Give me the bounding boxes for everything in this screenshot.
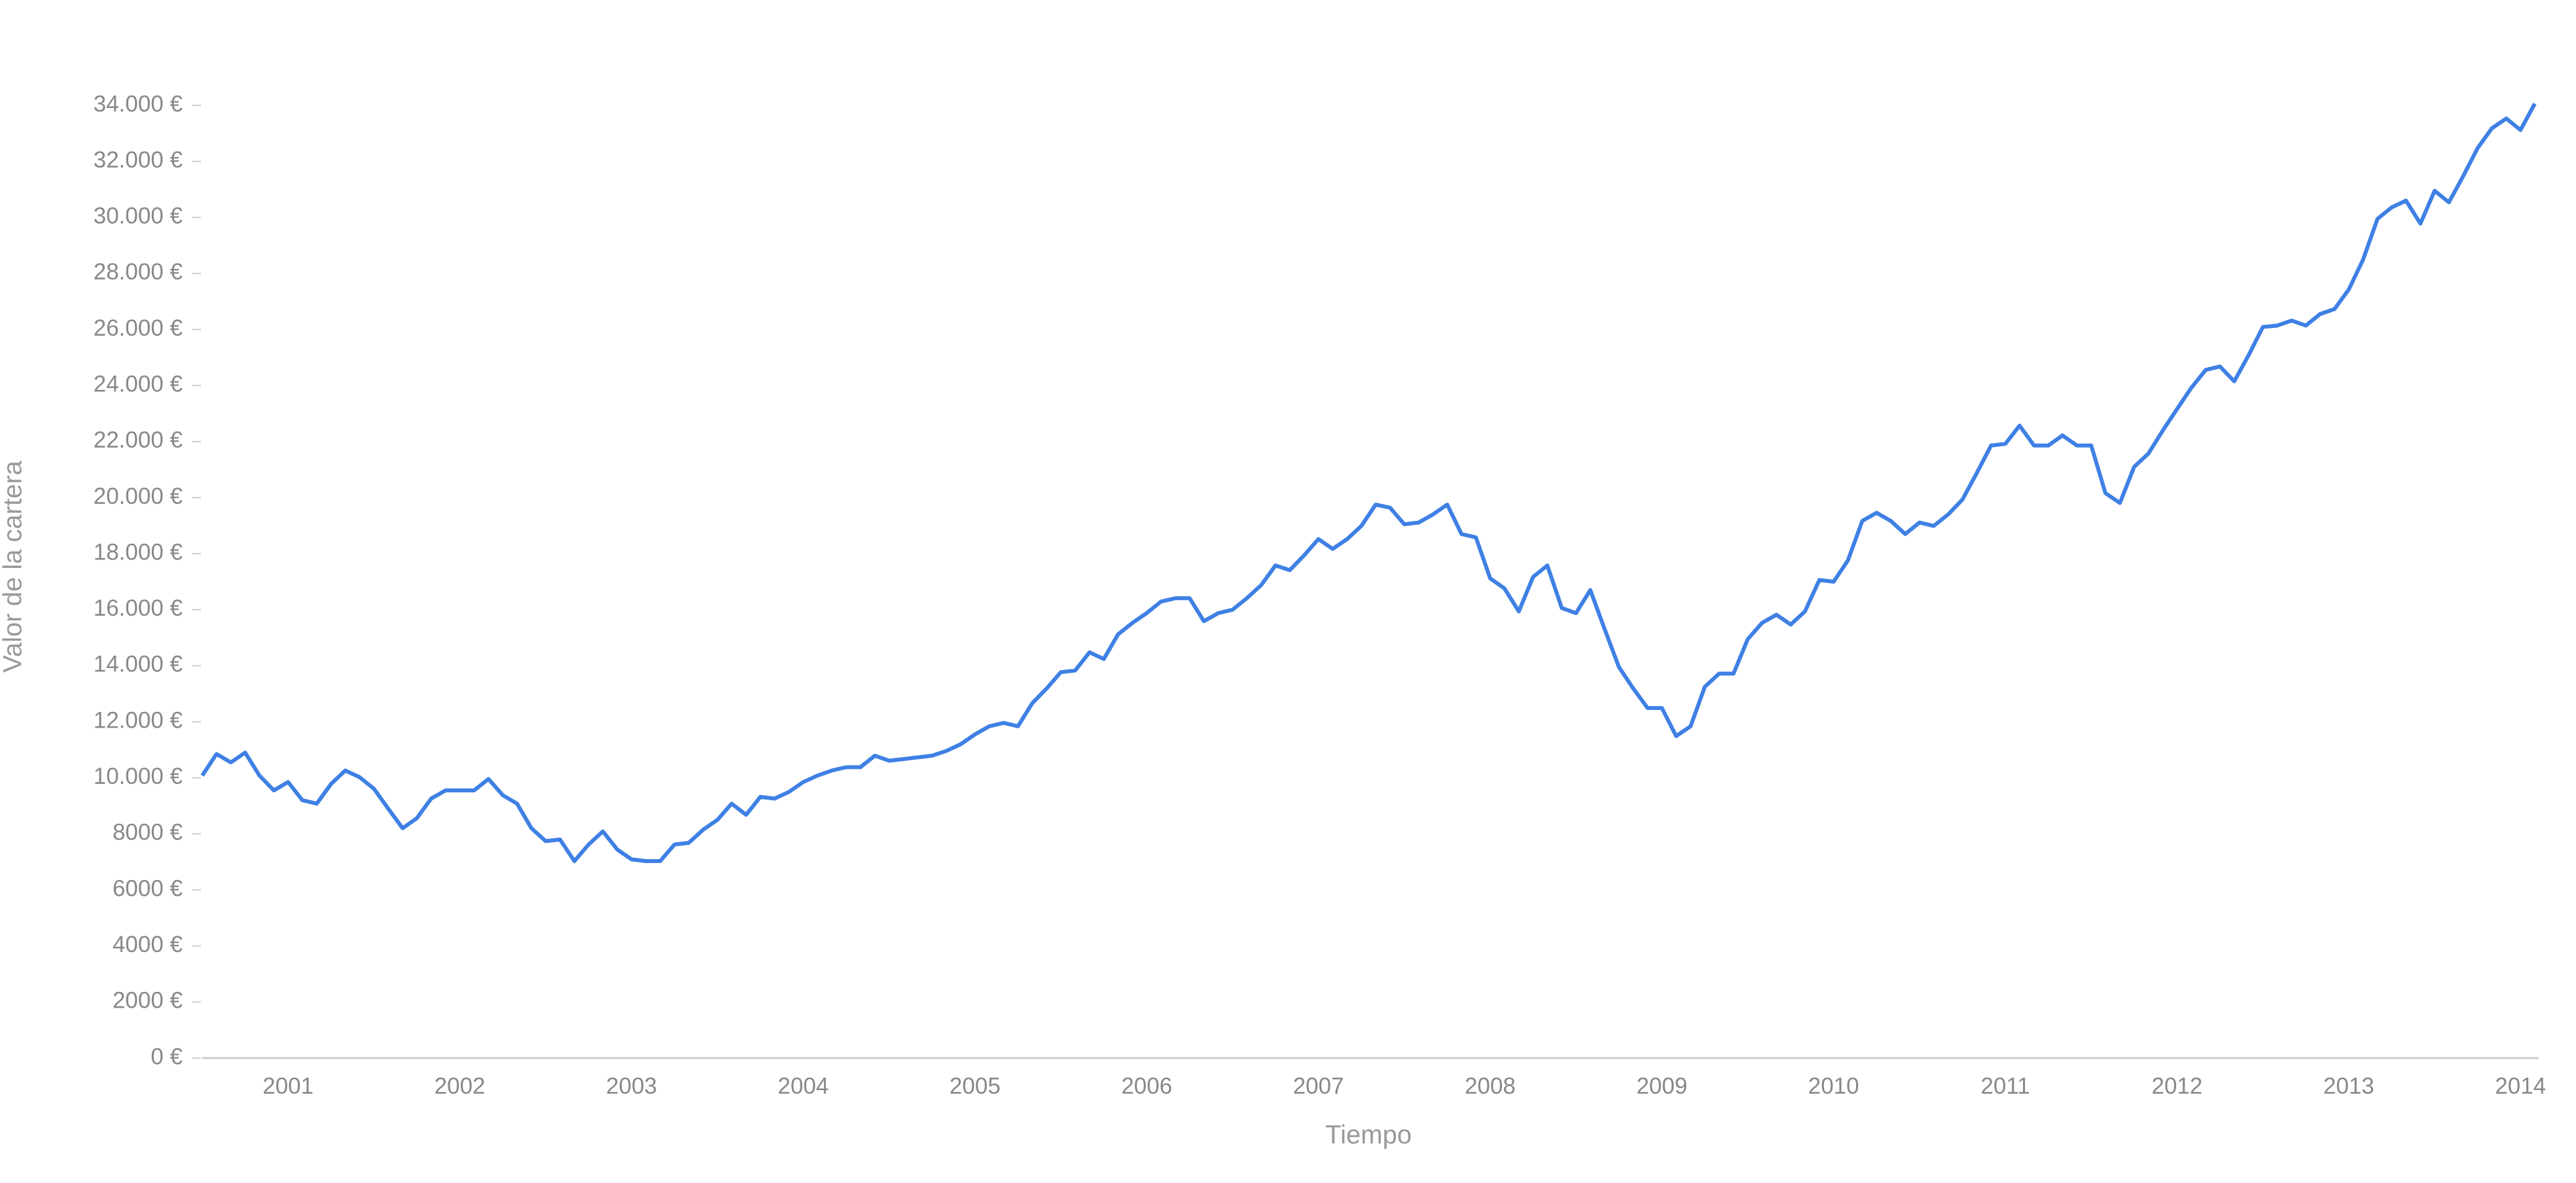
y-tick-label: 4000 €	[113, 932, 183, 957]
x-tick-label: 2005	[950, 1073, 1001, 1099]
y-axis-title: Valor de la cartera	[0, 460, 27, 673]
x-tick-label: 2014	[2495, 1073, 2546, 1099]
line-series	[200, 102, 2537, 863]
x-tick-label: 2012	[2152, 1073, 2203, 1099]
x-tick-label: 2004	[778, 1073, 829, 1099]
y-tick-label: 22.000 €	[94, 427, 183, 453]
y-tick-label: 34.000 €	[94, 91, 183, 116]
y-tick-label: 24.000 €	[94, 371, 183, 397]
x-axis-title: Tiempo	[1325, 1121, 1412, 1150]
x-tick-label: 2010	[1808, 1073, 1859, 1099]
x-tick-label: 2007	[1293, 1073, 1344, 1099]
y-tick-label: 12.000 €	[94, 707, 183, 733]
x-tick-label: 2006	[1121, 1073, 1172, 1099]
x-tick-label: 2013	[2323, 1073, 2374, 1099]
x-tick-label: 2009	[1636, 1073, 1687, 1099]
y-tick-label: 14.000 €	[94, 652, 183, 677]
x-tick-label: 2008	[1465, 1073, 1516, 1099]
y-tick-label: 0 €	[151, 1044, 183, 1069]
y-tick-label: 18.000 €	[94, 539, 183, 565]
y-tick-label: 8000 €	[113, 820, 183, 845]
y-tick-label: 16.000 €	[94, 595, 183, 621]
x-tick-label: 2001	[262, 1073, 313, 1099]
x-tick-label: 2002	[435, 1073, 486, 1099]
x-tick-label: 2011	[1980, 1073, 2030, 1099]
y-tick-label: 6000 €	[113, 875, 183, 901]
y-tick-label: 26.000 €	[94, 315, 183, 341]
y-tick-label: 30.000 €	[94, 203, 183, 229]
y-tick-label: 32.000 €	[94, 147, 183, 173]
y-tick-label: 10.000 €	[94, 764, 183, 789]
x-tick-label: 2003	[606, 1073, 657, 1099]
y-tick-label: 28.000 €	[94, 259, 183, 285]
y-tick-label: 20.000 €	[94, 484, 183, 509]
y-tick-label: 2000 €	[113, 988, 183, 1014]
